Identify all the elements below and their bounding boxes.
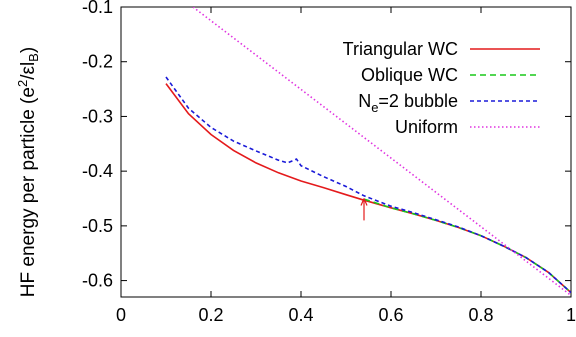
- x-tick-label: 0: [116, 305, 126, 325]
- arrow-head-left: [360, 198, 365, 206]
- x-tick-label: 0.4: [288, 305, 313, 325]
- axes: 0 0.2 0.4 0.6 0.8 1 -0.1 -0.2 -0.3 -0.4 -0.5 -0.6: [82, 0, 576, 325]
- legend: Triangular WC Oblique WC Ne=2 bubbleUnifor…: [343, 39, 540, 137]
- legend-label-ne-2-bubble: Ne=2 bubble: [358, 91, 458, 115]
- series-line-ne-2-bubble: [165, 76, 571, 294]
- x-tick-label: 0.2: [198, 305, 223, 325]
- y-tick-label: -0.5: [82, 216, 113, 236]
- legend-label-oblique-wc: Oblique WC: [361, 65, 458, 85]
- arrow-head-right: [363, 198, 368, 206]
- y-tick-label: -0.2: [82, 52, 113, 72]
- x-tick-label: 0.8: [468, 305, 493, 325]
- legend-label-triangular-wc: Triangular WC: [343, 39, 458, 59]
- series-line-oblique-wc: [363, 198, 571, 294]
- y-tick-label: -0.1: [82, 0, 113, 17]
- annotation-layer: [360, 198, 368, 221]
- y-axis-label: HF energy per particle (e2/εlB): [15, 47, 41, 297]
- series-line-triangular-wc: [165, 83, 571, 294]
- x-tick-label: 0.6: [378, 305, 403, 325]
- plot-frame: [120, 6, 572, 298]
- x-tick-label: 1: [566, 305, 576, 325]
- legend-label-uniform: Uniform: [395, 117, 458, 137]
- y-tick-label: -0.6: [82, 271, 113, 291]
- series-line-uniform: [192, 7, 571, 297]
- y-tick-label: -0.3: [82, 106, 113, 126]
- y-tick-label: -0.4: [82, 161, 113, 181]
